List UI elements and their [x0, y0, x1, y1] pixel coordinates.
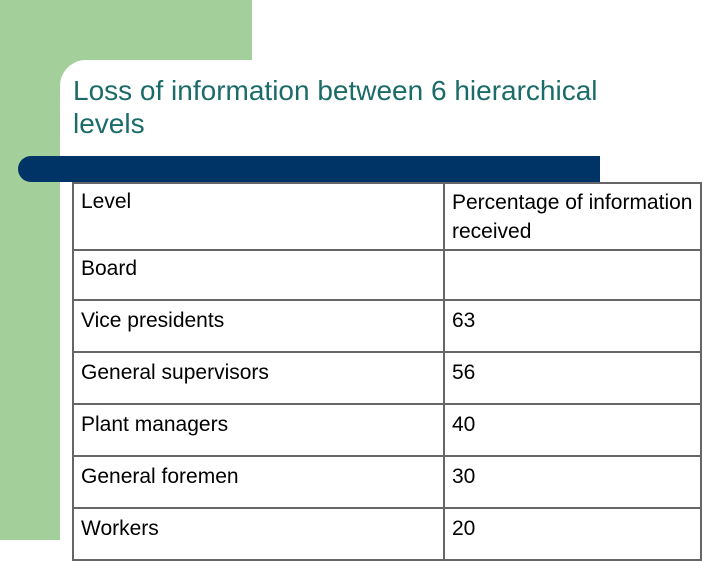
cell-percentage: 30 [443, 455, 702, 509]
information-loss-table: Level Percentage of information received… [72, 182, 702, 561]
title-divider-bar [18, 156, 600, 182]
cell-percentage [443, 249, 702, 301]
header-percentage: Percentage of information received [443, 182, 702, 251]
cell-level: Plant managers [72, 403, 445, 457]
cell-percentage: 63 [443, 299, 702, 353]
cell-level: Board [72, 249, 445, 301]
cell-level: General supervisors [72, 351, 445, 405]
slide-title: Loss of information between 6 hierarchic… [73, 75, 598, 139]
cell-percentage: 56 [443, 351, 702, 405]
header-level: Level [72, 182, 445, 251]
table-row: General supervisors 56 [72, 351, 702, 405]
table-row: General foremen 30 [72, 455, 702, 509]
cell-percentage: 20 [443, 507, 702, 561]
table-row: Workers 20 [72, 507, 702, 561]
table-row: Vice presidents 63 [72, 299, 702, 353]
table-header-row: Level Percentage of information received [72, 182, 702, 251]
table-row: Plant managers 40 [72, 403, 702, 457]
cell-level: Vice presidents [72, 299, 445, 353]
cell-percentage: 40 [443, 403, 702, 457]
cell-level: General foremen [72, 455, 445, 509]
cell-level: Workers [72, 507, 445, 561]
table-row: Board [72, 249, 702, 301]
